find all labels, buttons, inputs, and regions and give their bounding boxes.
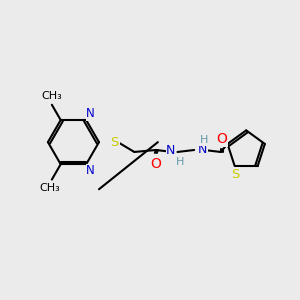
Text: N: N [86, 164, 95, 177]
Text: O: O [151, 157, 161, 171]
Text: H: H [200, 135, 208, 145]
Text: N: N [198, 143, 208, 157]
Text: H: H [176, 157, 184, 167]
Text: CH₃: CH₃ [41, 91, 62, 101]
Text: S: S [231, 168, 240, 181]
Text: N: N [166, 145, 176, 158]
Text: N: N [86, 107, 95, 120]
Text: S: S [110, 136, 119, 148]
Text: CH₃: CH₃ [40, 184, 60, 194]
Text: O: O [216, 132, 227, 146]
